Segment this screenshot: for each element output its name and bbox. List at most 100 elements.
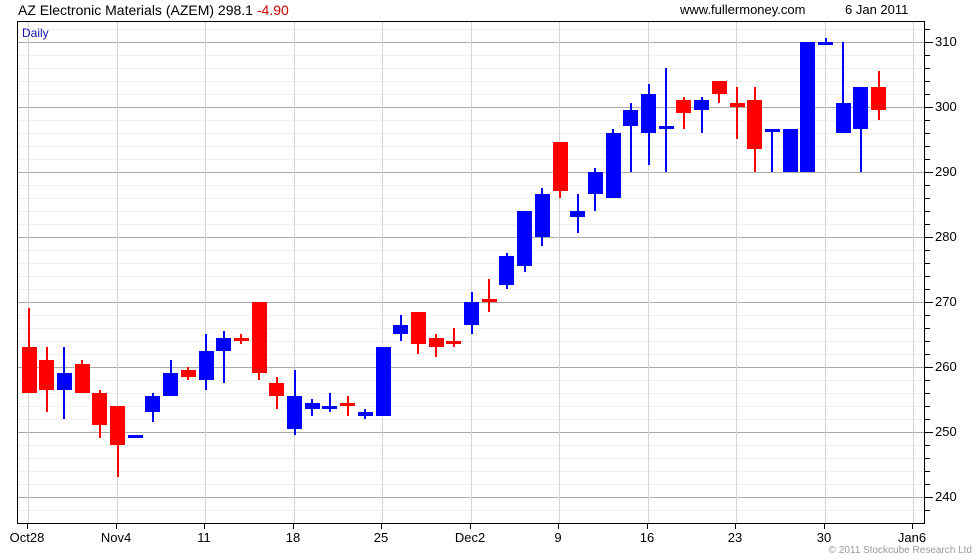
plot-area (17, 21, 925, 524)
gridline-vertical (825, 22, 826, 523)
y-axis-tick (925, 328, 930, 329)
x-axis-label: 18 (285, 530, 301, 545)
candle-wick (842, 41, 844, 133)
y-axis-tick (925, 315, 930, 316)
y-axis-tick (925, 224, 930, 225)
gridline-vertical (913, 22, 914, 523)
gridline-vertical (736, 22, 737, 523)
y-axis-tick (925, 237, 933, 238)
website-label: www.fullermoney.com (680, 2, 806, 17)
candle-wick (701, 96, 703, 133)
candle-wick (665, 67, 667, 172)
candle-body (269, 383, 284, 397)
candle-body (606, 132, 621, 198)
y-axis-tick (925, 185, 930, 186)
y-axis-tick (925, 172, 933, 173)
candle-body (163, 373, 178, 397)
y-axis-tick (925, 146, 930, 147)
y-axis-label: 260 (935, 359, 957, 374)
candle-body (393, 324, 408, 335)
y-axis-label: 300 (935, 99, 957, 114)
gridline-vertical (117, 22, 118, 523)
y-axis-tick (925, 419, 930, 420)
y-axis-tick (925, 341, 930, 342)
y-axis-tick (925, 159, 930, 160)
candle-wick (453, 327, 455, 348)
x-axis-tick (558, 524, 559, 529)
y-axis-tick (925, 29, 930, 30)
gridline-vertical (559, 22, 560, 523)
candle-body (482, 298, 497, 302)
y-axis-tick (925, 406, 930, 407)
gridline-vertical (648, 22, 649, 523)
y-axis-tick (925, 107, 933, 108)
candle-wick (488, 279, 490, 312)
instrument-title: AZ Electronic Materials (AZEM) 298.1 (18, 2, 257, 18)
y-axis-tick (925, 432, 933, 433)
candle-body (712, 80, 727, 94)
x-axis-tick (647, 524, 648, 529)
x-axis-label: 25 (373, 530, 389, 545)
x-axis-label: 23 (727, 530, 743, 545)
gridline-vertical (382, 22, 383, 523)
candle-body (128, 435, 143, 439)
y-axis-tick (925, 393, 930, 394)
price-change: -4.90 (256, 2, 289, 18)
candle-body (340, 402, 355, 406)
candle-body (871, 87, 886, 110)
y-axis-tick (925, 497, 933, 498)
x-axis: Oct28 Nov4 11 18 25 Dec2 9 16 23 30 Jan6 (10, 524, 927, 560)
candle-body (517, 210, 532, 266)
candle-body (322, 405, 337, 409)
x-axis-label: Jan6 (897, 530, 927, 545)
y-axis-tick (925, 445, 930, 446)
y-axis-label: 280 (935, 229, 957, 244)
candle-body (22, 347, 37, 393)
candle-body (818, 41, 833, 45)
candle-wick (683, 96, 685, 130)
candle-body (199, 350, 214, 380)
candle-body (252, 301, 267, 374)
y-axis-tick (925, 302, 933, 303)
x-axis-label: Dec2 (454, 530, 486, 545)
candle-body (765, 129, 780, 133)
candle-body (730, 103, 745, 107)
candle-wick (736, 87, 738, 140)
candle-body (836, 103, 851, 133)
candle-body (39, 360, 54, 390)
candle-body (145, 396, 160, 413)
x-axis-label: Oct28 (9, 530, 45, 545)
candle-body (499, 256, 514, 286)
candle-body (92, 392, 107, 426)
y-axis-label: 240 (935, 489, 957, 504)
candle-body (57, 373, 72, 390)
candle-body (358, 412, 373, 416)
candlestick-series (18, 22, 924, 523)
copyright-notice: © 2011 Stockcube Research Ltd (828, 545, 972, 556)
y-axis-tick (925, 289, 930, 290)
candle-body (659, 126, 674, 130)
candle-body (216, 337, 231, 351)
chart-date: 6 Jan 2011 (845, 2, 909, 17)
y-axis-tick (925, 471, 930, 472)
x-axis-tick (912, 524, 913, 529)
x-axis-tick (116, 524, 117, 529)
y-axis-tick (925, 94, 930, 95)
x-axis-tick (735, 524, 736, 529)
y-axis-tick (925, 42, 933, 43)
x-axis-tick (381, 524, 382, 529)
candle-body (464, 301, 479, 325)
x-axis-label: 9 (554, 530, 562, 545)
gridline-vertical (471, 22, 472, 523)
candle-body (287, 396, 302, 429)
candle-wick (771, 129, 773, 172)
candle-body (800, 41, 815, 172)
y-axis-tick (925, 458, 930, 459)
candle-body (694, 100, 709, 110)
candle-body (305, 402, 320, 410)
x-axis-label: 30 (816, 530, 832, 545)
chart-header: AZ Electronic Materials (AZEM) 298.1 -4.… (0, 0, 980, 21)
y-axis: 240 250 260 270 280 290 300 310 (925, 21, 980, 524)
y-axis-tick (925, 484, 930, 485)
